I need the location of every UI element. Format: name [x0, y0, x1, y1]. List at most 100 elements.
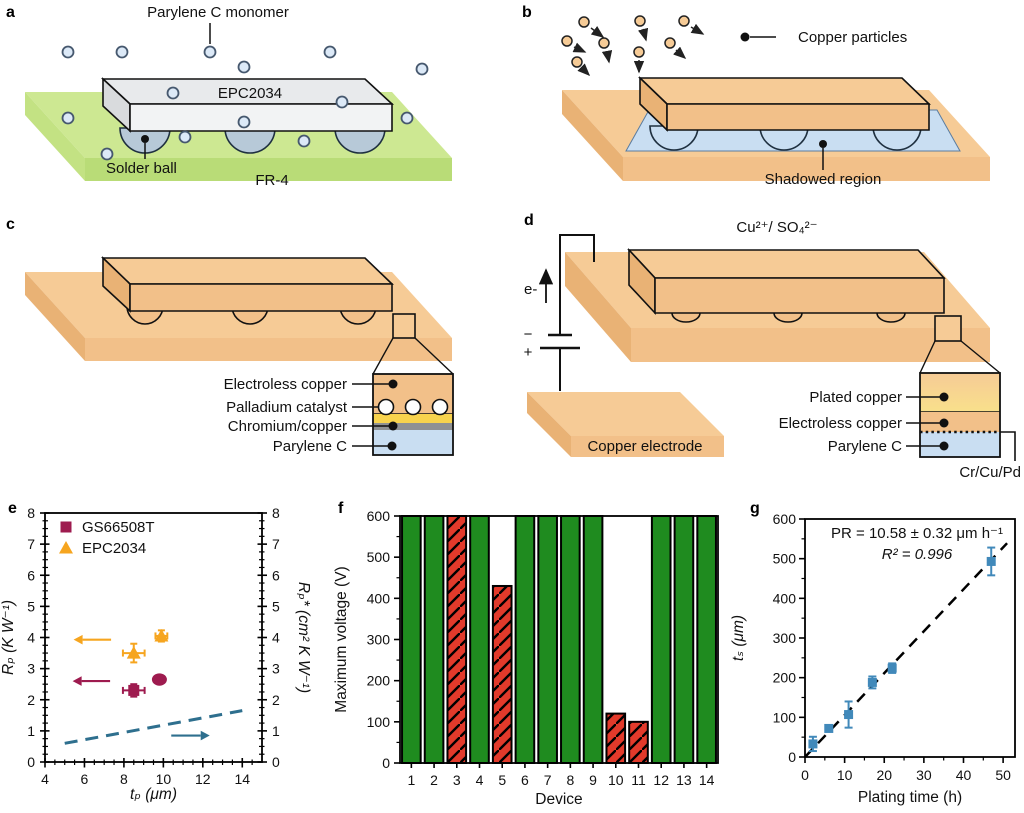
- chart-thermal-resistance: 4 6 8 10 12 140 01 12 23 34 45 56 67 78 8GS66508TEPC20…: [0, 505, 312, 803]
- callout-dot: [740, 32, 750, 42]
- layer-stack-inset: [372, 373, 454, 456]
- y-tick-label: 300: [773, 630, 797, 646]
- x-tick-label: 11: [631, 772, 646, 788]
- chip-label: EPC2034: [218, 85, 282, 102]
- panel-c-letter: c: [6, 216, 15, 233]
- y-tick-label: 300: [367, 632, 391, 648]
- y-tick-label: 200: [367, 673, 391, 689]
- solder-balls-shadowed: [649, 125, 922, 151]
- y-tick-label: 200: [773, 670, 797, 686]
- x-axis-label: Plating time (h): [858, 789, 962, 806]
- y-tick-label: 5: [27, 598, 35, 614]
- chip-copper-coated: [101, 256, 394, 313]
- arrow-head: [200, 730, 210, 741]
- plot-frame: [44, 512, 263, 763]
- x-tick-label: 14: [234, 771, 250, 787]
- y-tick-label: 1: [27, 723, 35, 739]
- x-tick-label: 50: [995, 767, 1011, 783]
- x-tick-label: 2: [430, 772, 438, 788]
- x-axis-label: tₚ (μm): [130, 786, 177, 803]
- bar-device-7: [538, 516, 557, 763]
- y-axis-label-left: Rₚ (K W⁻¹): [0, 600, 17, 675]
- parylene-label: Parylene C: [828, 438, 902, 455]
- electrolyte-label: Cu²⁺/ SO₄²⁻: [736, 219, 817, 236]
- series-EPC2034: [121, 628, 169, 664]
- magnifier-square: [934, 315, 962, 342]
- wire-top: [559, 234, 595, 334]
- y-tick-label-right: 2: [272, 692, 280, 708]
- arrow-head: [72, 676, 82, 686]
- x-tick-label: 12: [195, 771, 211, 787]
- y-tick-label: 2: [27, 692, 35, 708]
- marker-triangle: [126, 646, 141, 659]
- electroless-copper-label: Electroless copper: [779, 415, 902, 432]
- x-tick-label: 8: [566, 772, 574, 788]
- y-tick-label: 400: [773, 590, 797, 606]
- panel-d: Cu²⁺/ SO₄²⁻ e-: [512, 210, 1024, 490]
- y-tick-label-right: 1: [272, 723, 280, 739]
- y-tick-label: 4: [27, 630, 35, 646]
- callout-dot: [141, 135, 149, 143]
- panel-b-diagram: Copper particles Shadowed region: [561, 15, 990, 188]
- panel-g-letter: g: [750, 500, 760, 517]
- magnifier-square: [392, 313, 416, 339]
- shadowed-region-label: Shadowed region: [765, 171, 882, 188]
- panel-g: 0 10 20 30 40 50 0 100 200 300 400 500 600 PR = 10.58…: [730, 490, 1024, 813]
- solder-ball-bumps: [671, 312, 906, 323]
- y-tick-label: 600: [367, 508, 391, 524]
- monomer-label: Parylene C monomer: [147, 4, 289, 21]
- electroless-copper-label: Electroless copper: [224, 376, 347, 393]
- r-squared-annotation: R² = 0.996: [882, 546, 953, 563]
- bar-device-14: [697, 516, 716, 763]
- bar-device-12: [651, 516, 671, 763]
- y-tick-label: 600: [773, 511, 797, 527]
- y-tick-label-right: 5: [272, 598, 280, 614]
- magnifier: [919, 315, 1001, 374]
- legend-label-epc2034: EPC2034: [82, 540, 146, 557]
- y-tick-label: 100: [773, 709, 797, 725]
- panel-d-letter: d: [524, 212, 534, 229]
- layer-callouts: Electroless copper Palladium catalyst Ch…: [224, 376, 398, 455]
- electron-label: e-: [524, 281, 537, 298]
- bar-device-1: [402, 516, 421, 763]
- fr4-label: FR-4: [255, 172, 288, 189]
- y-tick-label: 0: [382, 755, 390, 771]
- copper-seed-layer: [373, 414, 453, 423]
- y-tick-label: 500: [773, 551, 797, 567]
- palladium-particle: [377, 398, 395, 416]
- x-tick-label: 12: [653, 772, 669, 788]
- y-tick-label-right: 7: [272, 536, 280, 552]
- legend-label-gs66508t: GS66508T: [82, 519, 155, 536]
- x-tick-label: 20: [876, 767, 892, 783]
- copper-particles: [561, 15, 705, 77]
- y-tick-label: 0: [27, 754, 35, 770]
- monomer-molecule: [61, 45, 75, 59]
- marker-square: [844, 710, 854, 720]
- copper-electrode: Copper electrode: [527, 392, 724, 457]
- x-tick-label: 10: [608, 772, 624, 788]
- electroless-copper-layer: [920, 412, 1000, 432]
- parylene-layer: [920, 432, 1000, 457]
- y-axis-label: tₛ (μm): [730, 615, 747, 661]
- y-tick-label: 6: [27, 567, 35, 583]
- y-tick-label: 0: [788, 749, 796, 765]
- bar-device-4: [470, 516, 489, 763]
- y-tick-label: 500: [367, 549, 391, 565]
- x-tick-label: 4: [41, 771, 49, 787]
- panel-e-letter: e: [8, 500, 17, 517]
- x-tick-label: 5: [498, 772, 506, 788]
- marker-square: [60, 521, 72, 533]
- y-axis-label-right: Rₚ* (cm² K W⁻¹): [295, 582, 312, 693]
- panel-a-diagram: EPC2034 Parylene C monomer: [25, 4, 452, 189]
- axes: 4 6 8 10 12 140 01 12 23 34 45 56 67 78 8: [27, 505, 280, 787]
- x-tick-label: 40: [956, 767, 972, 783]
- marker-square: [887, 663, 897, 673]
- chromium-layer: [373, 423, 453, 430]
- x-tick-label: 9: [589, 772, 597, 788]
- bar-hatch: [447, 516, 467, 763]
- y-tick-label: 3: [27, 661, 35, 677]
